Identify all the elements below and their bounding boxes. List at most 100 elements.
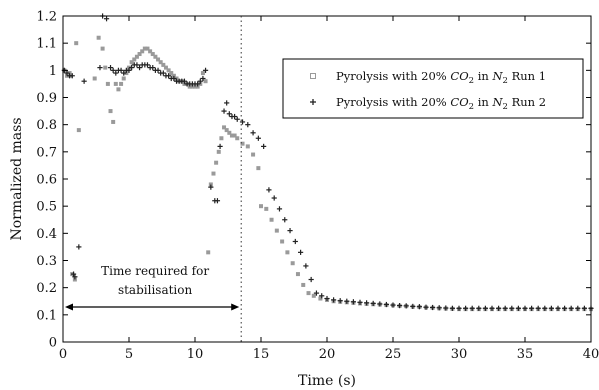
run-1-point	[211, 171, 216, 176]
arrowhead-left	[65, 303, 73, 311]
y-tick-label: 0.8	[36, 118, 57, 133]
run-2-point	[416, 304, 422, 310]
run-1-point	[182, 81, 187, 86]
run-2-point	[166, 73, 172, 79]
run-2-point	[250, 130, 256, 136]
data-points	[61, 13, 594, 312]
x-tick-label: 40	[583, 347, 599, 362]
run-2-point	[397, 302, 403, 309]
x-axis-label: Time (s)	[298, 373, 356, 389]
legend-label: Pyrolysis with 20% CO2 in N2 Run 1	[336, 69, 546, 86]
run-1-point	[169, 71, 174, 76]
run-2-point	[217, 143, 223, 149]
run-2-point	[110, 67, 116, 73]
run-2-point	[195, 81, 201, 87]
run-1-point	[295, 272, 300, 277]
y-tick-label: 1.1	[36, 37, 57, 52]
run-2-point	[72, 274, 78, 280]
run-1-point	[67, 71, 72, 76]
run-2-point	[226, 111, 232, 117]
y-tick-label: 0.1	[36, 308, 57, 323]
run-1-point	[72, 277, 77, 282]
x-tick-label: 20	[319, 347, 336, 362]
run-2-point	[208, 184, 214, 190]
arrowhead-right	[231, 303, 240, 311]
run-1-point	[232, 133, 237, 138]
run-2-point	[548, 305, 554, 311]
run-1-point	[124, 71, 129, 76]
run-2-point	[155, 67, 161, 73]
run-2-point	[529, 305, 535, 311]
run-2-point	[202, 67, 209, 73]
run-2-point	[126, 67, 132, 73]
run-2-point	[261, 143, 267, 149]
run-2-point	[430, 304, 436, 311]
run-1-point	[311, 293, 316, 298]
y-tick-label: 0.9	[36, 91, 57, 106]
run-2-point	[575, 305, 581, 311]
legend-marker-square	[310, 73, 316, 79]
run-2-point	[456, 305, 462, 311]
run-1-point	[190, 84, 195, 89]
run-2-point	[522, 305, 528, 311]
run-2-point	[423, 304, 429, 310]
x-tick-label: 15	[253, 347, 270, 362]
run-2-point	[232, 113, 238, 120]
run-1-point	[74, 41, 79, 46]
run-1-point	[227, 130, 232, 135]
legend-marker-plus	[310, 99, 316, 105]
run-1-point	[132, 57, 137, 62]
run-2-point	[76, 244, 82, 250]
run-2-point	[337, 298, 343, 304]
y-axis-label: Normalized mass	[9, 117, 25, 240]
run-2-point	[344, 298, 350, 304]
run-1-point	[264, 206, 269, 211]
run-2-point	[107, 65, 114, 71]
run-1-point	[219, 136, 224, 141]
run-2-point	[150, 65, 156, 71]
run-1-point	[235, 136, 240, 141]
run-2-point	[134, 62, 140, 68]
run-2-point	[319, 293, 325, 299]
run-1-point	[245, 144, 250, 149]
x-tick-label: 5	[125, 347, 133, 362]
run-2-point	[221, 108, 227, 114]
run-2-point	[496, 305, 502, 311]
run-1-point	[240, 141, 245, 146]
run-1-point	[301, 282, 306, 287]
run-1-point	[222, 125, 227, 130]
run-1-point	[195, 84, 200, 89]
run-1-point	[116, 87, 121, 92]
run-2-point	[308, 276, 314, 283]
run-2-point	[224, 100, 230, 106]
run-1-point	[269, 217, 274, 222]
run-1-point	[224, 128, 229, 133]
run-2-point	[121, 70, 127, 76]
run-2-point	[303, 263, 309, 269]
run-1-point	[259, 204, 263, 209]
run-1-point	[113, 81, 118, 86]
y-tick-label: 0.6	[36, 173, 57, 188]
run-1-point	[166, 68, 171, 73]
y-tick-label: 0	[49, 336, 57, 351]
run-2-point	[144, 62, 151, 68]
run-2-point	[443, 305, 449, 311]
legend-item: Pyrolysis with 20% CO2 in N2 Run 2	[310, 95, 546, 112]
run-1-point	[92, 76, 97, 81]
run-1-point	[280, 239, 285, 244]
run-1-point	[134, 54, 139, 59]
run-1-point	[229, 133, 234, 138]
run-2-point	[357, 299, 363, 305]
run-2-point	[298, 249, 304, 255]
run-2-point	[562, 305, 568, 311]
run-2-point	[245, 122, 251, 128]
run-2-point	[69, 73, 75, 79]
run-2-point	[469, 305, 475, 311]
run-1-point	[76, 128, 81, 133]
run-2-point	[234, 116, 240, 122]
x-tick-label: 35	[517, 347, 534, 362]
run-1-point	[129, 60, 134, 65]
y-tick-label: 0.3	[36, 254, 57, 269]
run-2-point	[449, 305, 455, 311]
run-2-point	[64, 70, 70, 76]
